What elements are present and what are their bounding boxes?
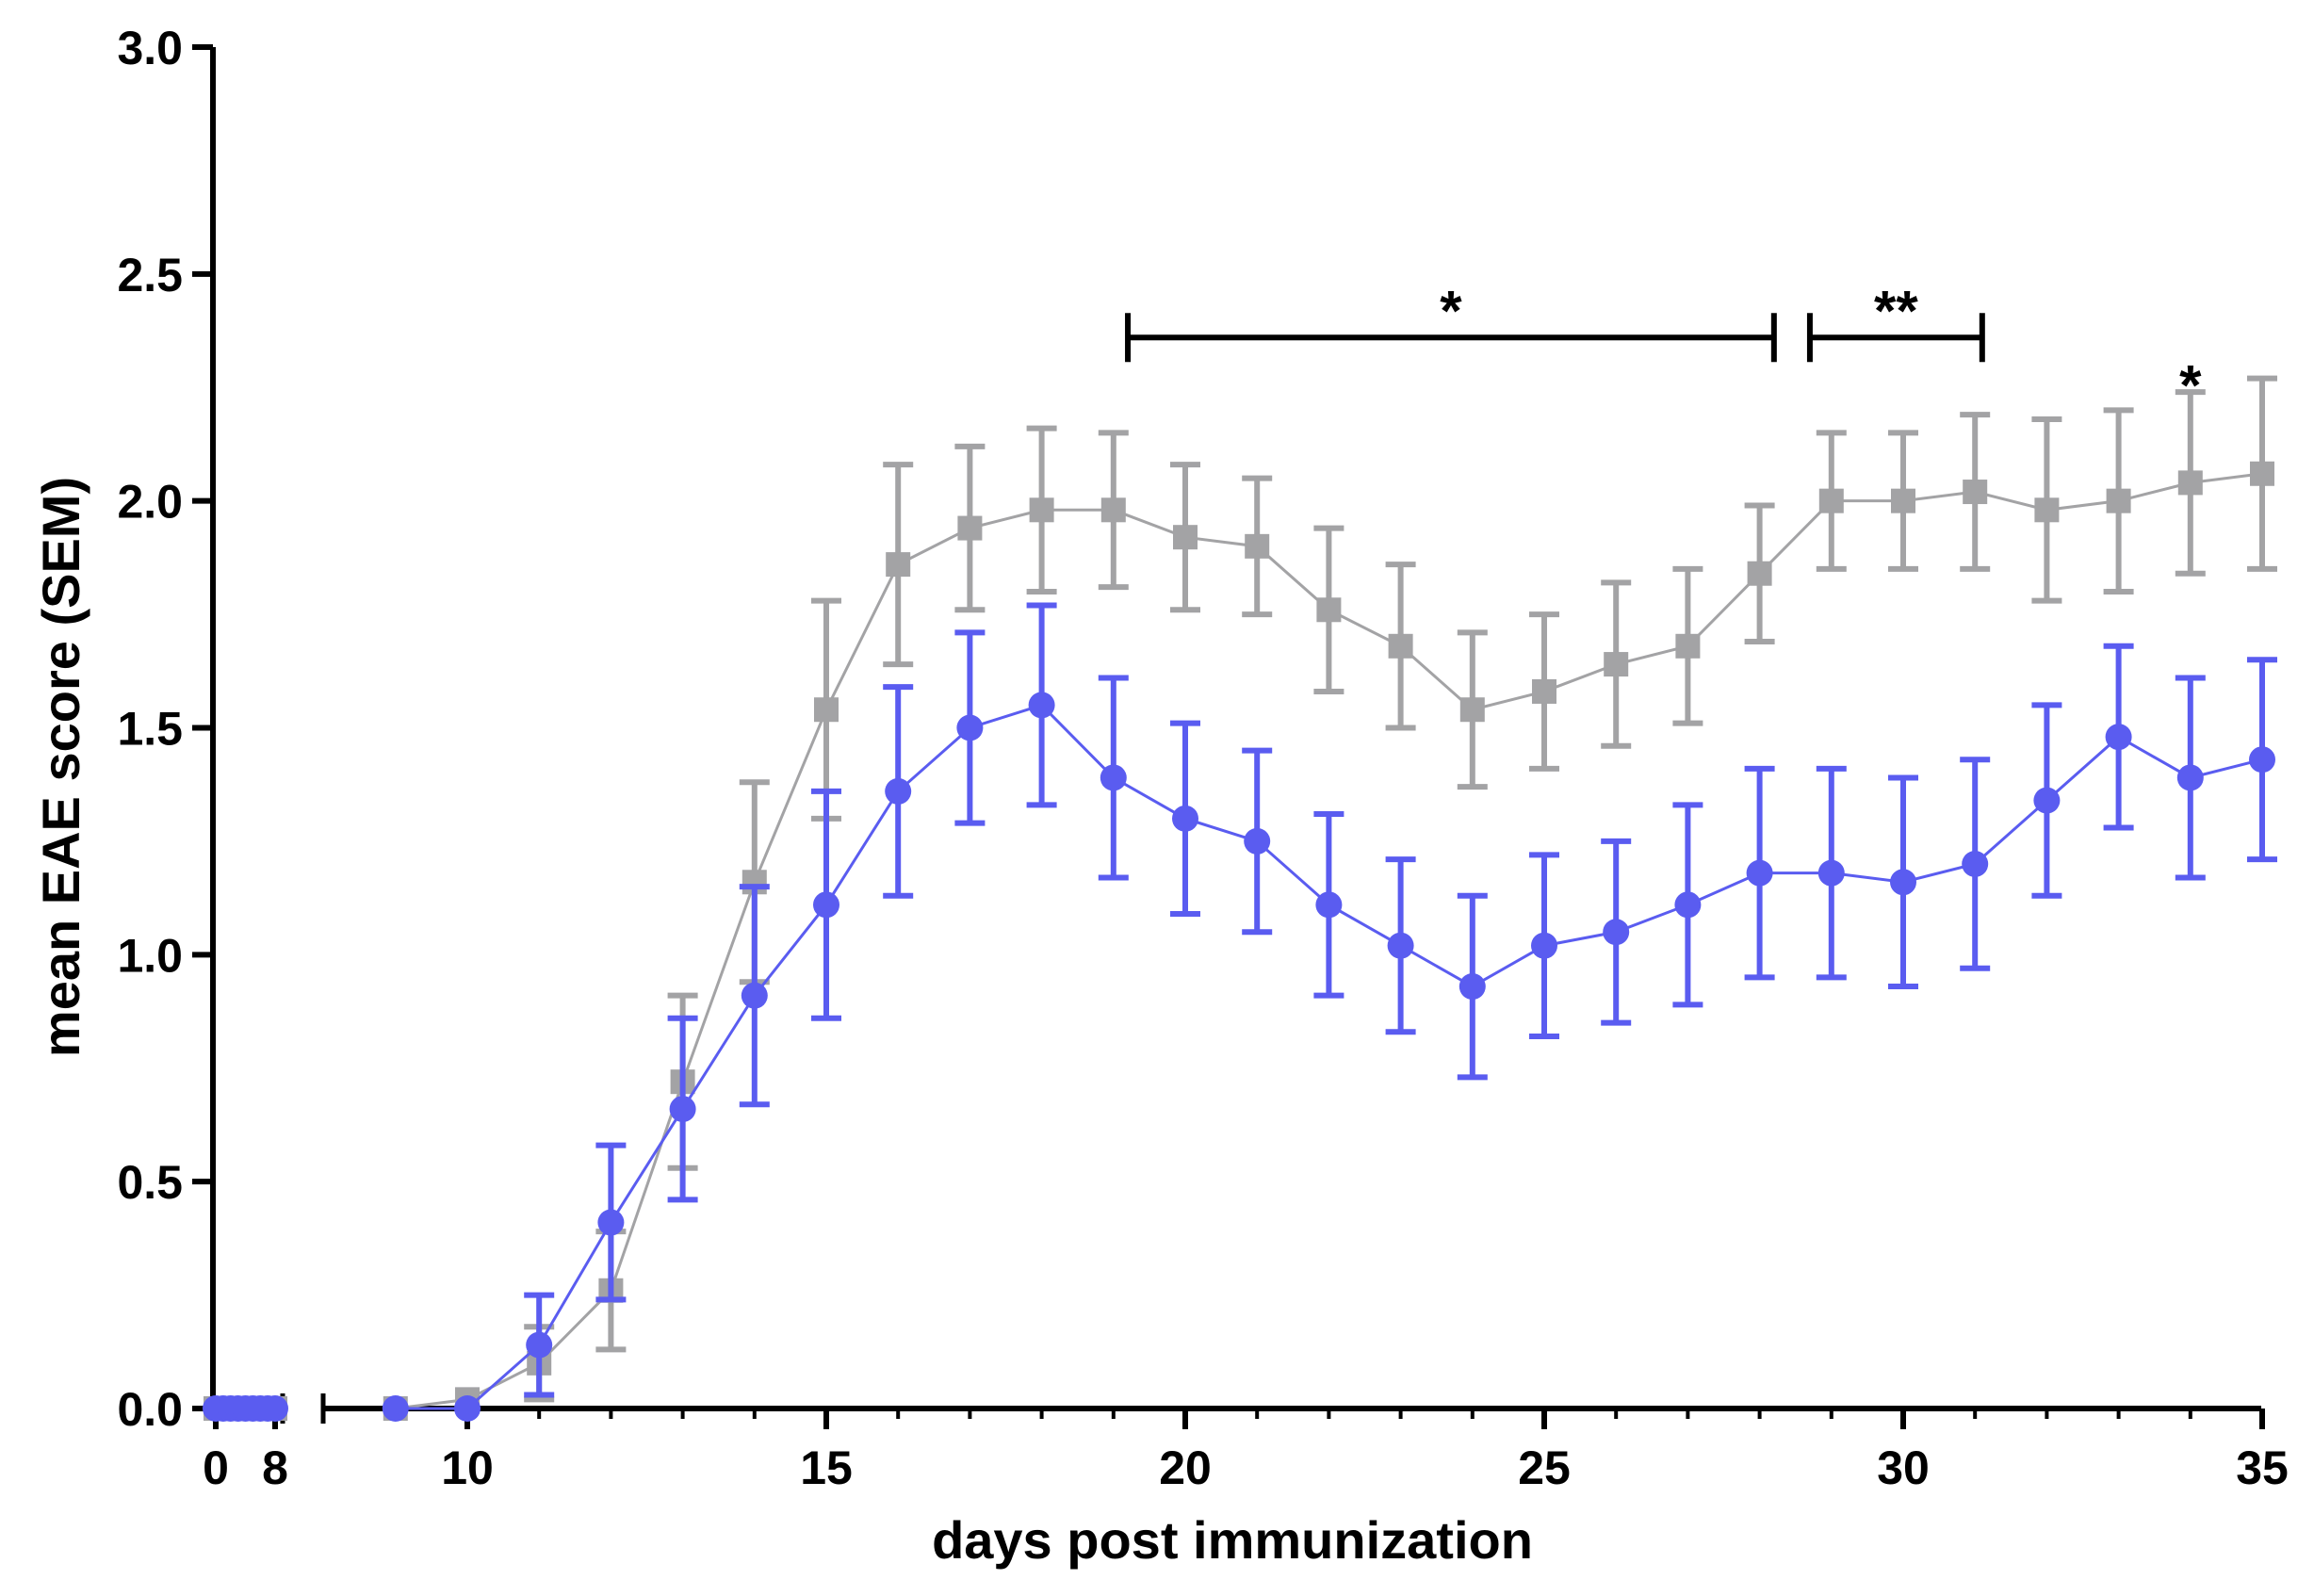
data-point-circle — [2033, 787, 2061, 814]
x-tick-label: 35 — [2236, 1441, 2289, 1494]
data-point-circle — [956, 714, 984, 741]
y-axis-title: mean EAE score (SEM) — [31, 477, 90, 1057]
data-point-circle — [597, 1209, 625, 1236]
x-tick-label: 20 — [1159, 1441, 1212, 1494]
data-point-circle — [2105, 724, 2132, 751]
data-point-circle — [1458, 973, 1486, 1001]
series-line-blue — [395, 703, 2263, 1410]
x-tick-label: 25 — [1518, 1441, 1571, 1494]
axes-layer: 0.0 0.5 1.0 1.5 2.0 2.5 3.0 0 8 10 15 20 25 30 35 — [117, 22, 2288, 1494]
data-point-square — [1532, 678, 1556, 704]
data-point-square — [2106, 488, 2131, 513]
data-point-circle — [669, 1096, 696, 1123]
x-tick-label: 8 — [262, 1441, 288, 1494]
data-point-circle — [1603, 919, 1630, 946]
data-point-circle — [1172, 805, 1198, 832]
data-point-circle — [1028, 692, 1055, 719]
x-axis-title: days post immunization — [932, 1510, 1533, 1570]
x-tick-label: 10 — [441, 1441, 494, 1494]
data-point-square — [1388, 633, 1413, 659]
series-blue — [203, 602, 2277, 1422]
data-point-circle — [526, 1331, 553, 1359]
data-point-square — [1100, 497, 1126, 523]
data-point-circle — [1890, 869, 1916, 896]
significance-label: ** — [1874, 279, 1918, 342]
data-point-circle — [262, 1395, 288, 1422]
data-point-square — [1891, 488, 1915, 513]
significance-label: * — [1440, 279, 1462, 342]
x-tick-label: 30 — [1877, 1441, 1930, 1494]
data-point-square — [2250, 461, 2274, 486]
x-tick-label: 0 — [203, 1441, 229, 1494]
x-tick-label: 15 — [800, 1441, 853, 1494]
significance-label: * — [2179, 354, 2202, 417]
data-point-square — [1459, 697, 1485, 723]
data-point-square — [1747, 561, 1772, 586]
data-point-square — [2177, 470, 2203, 496]
y-tick-label: 0.5 — [117, 1156, 183, 1209]
data-point-circle — [1100, 764, 1127, 791]
data-point-circle — [454, 1395, 481, 1422]
data-point-circle — [1817, 859, 1845, 887]
data-point-square — [957, 515, 983, 541]
data-point-square — [1675, 633, 1701, 659]
data-point-circle — [1674, 891, 1702, 919]
data-point-square — [1963, 480, 1988, 505]
data-point-circle — [885, 777, 912, 805]
y-tick-label: 3.0 — [117, 22, 183, 74]
data-point-circle — [1531, 932, 1557, 959]
data-point-circle — [741, 982, 768, 1009]
data-point-circle — [1315, 891, 1343, 919]
data-point-square — [1604, 652, 1629, 677]
data-point-circle — [1244, 827, 1271, 855]
annotation-layer: * *** — [1125, 279, 2202, 417]
data-point-circle — [1387, 932, 1414, 959]
data-point-square — [1029, 497, 1054, 523]
data-point-square — [2034, 497, 2060, 523]
data-point-square — [814, 697, 839, 723]
data-point-square — [886, 552, 911, 578]
data-point-circle — [813, 891, 839, 919]
y-tick-label: 2.5 — [117, 249, 183, 301]
data-point-circle — [1962, 851, 1989, 877]
data-point-circle — [2249, 746, 2275, 774]
data-point-square — [1818, 488, 1844, 513]
data-point-square — [1173, 525, 1198, 550]
data-point-square — [1245, 533, 1270, 559]
y-tick-label: 0.0 — [117, 1383, 183, 1436]
y-tick-label: 1.5 — [117, 703, 183, 756]
data-point-circle — [2176, 764, 2204, 791]
y-tick-label: 1.0 — [117, 929, 183, 982]
data-point-square — [1316, 597, 1342, 623]
data-point-circle — [1746, 859, 1773, 887]
data-point-circle — [382, 1395, 409, 1422]
y-tick-label: 2.0 — [117, 476, 183, 529]
series-layer — [203, 375, 2277, 1422]
series-gray — [204, 375, 2277, 1421]
